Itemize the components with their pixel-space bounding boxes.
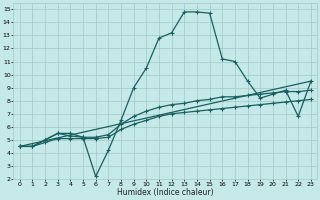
X-axis label: Humidex (Indice chaleur): Humidex (Indice chaleur) <box>117 188 214 197</box>
